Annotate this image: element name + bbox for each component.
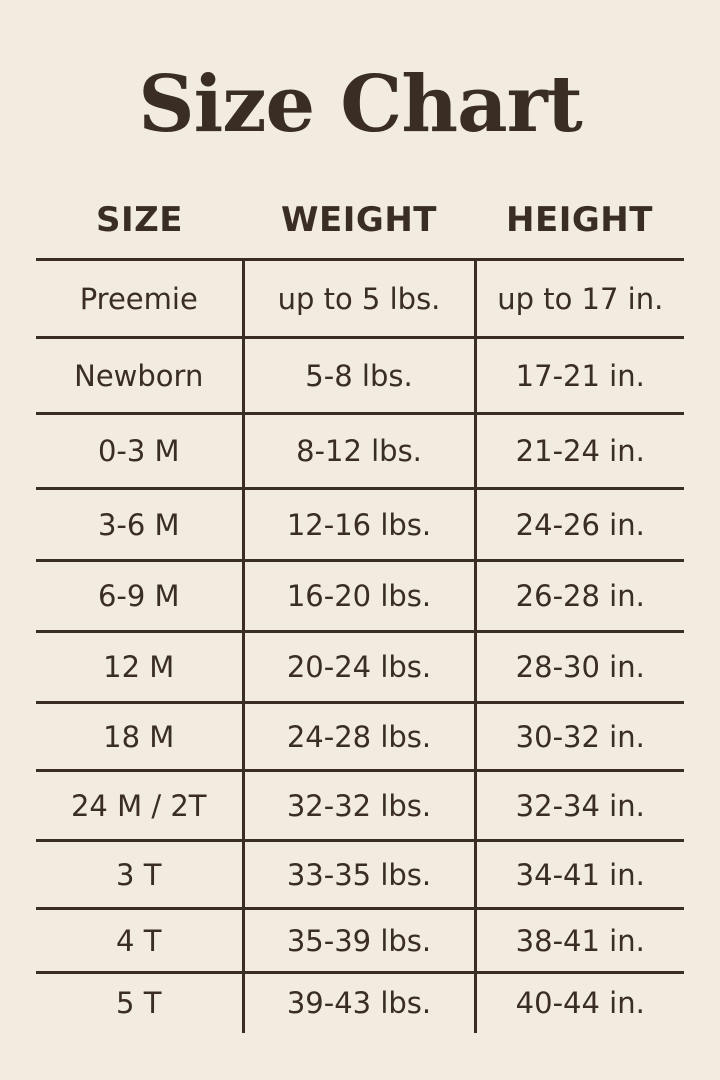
cell-weight: 20-24 lbs. (241, 630, 475, 703)
cell-weight: 32-32 lbs. (241, 769, 475, 841)
cell-height: 32-34 in. (473, 769, 684, 841)
cell-height: up to 17 in. (473, 258, 684, 338)
cell-weight: 16-20 lbs. (241, 559, 475, 632)
size-table: Preemie up to 5 lbs. up to 17 in. Newborn 5-… (36, 258, 684, 1033)
cell-height: 28-30 in. (473, 630, 684, 703)
cell-height: 24-26 in. (473, 487, 684, 561)
cell-weight: up to 5 lbs. (241, 258, 475, 338)
table-row: Newborn 5-8 lbs. 17-21 in. (36, 336, 684, 414)
cell-size: 0-3 M (36, 412, 243, 489)
cell-height: 17-21 in. (473, 336, 684, 414)
cell-size: 3 T (36, 839, 243, 909)
table-row: 12 M 20-24 lbs. 28-30 in. (36, 630, 684, 703)
cell-size: 5 T (36, 971, 243, 1033)
cell-height: 26-28 in. (473, 559, 684, 632)
cell-size: 3-6 M (36, 487, 243, 561)
cell-size: Preemie (36, 258, 243, 338)
page-title: Size Chart (138, 59, 583, 150)
table-row: 5 T 39-43 lbs. 40-44 in. (36, 971, 684, 1033)
header-weight: WEIGHT (281, 200, 437, 240)
cell-weight: 8-12 lbs. (241, 412, 475, 489)
cell-height: 38-41 in. (473, 907, 684, 973)
cell-weight: 24-28 lbs. (241, 701, 475, 771)
cell-height: 21-24 in. (473, 412, 684, 489)
cell-height: 40-44 in. (473, 971, 684, 1033)
column-headers: SIZE WEIGHT HEIGHT (36, 195, 684, 245)
table-row: 3-6 M 12-16 lbs. 24-26 in. (36, 487, 684, 561)
cell-height: 30-32 in. (473, 701, 684, 771)
cell-size: 4 T (36, 907, 243, 973)
table-row: 18 M 24-28 lbs. 30-32 in. (36, 701, 684, 771)
cell-weight: 33-35 lbs. (241, 839, 475, 909)
table-row: 3 T 33-35 lbs. 34-41 in. (36, 839, 684, 909)
table-row: 4 T 35-39 lbs. 38-41 in. (36, 907, 684, 973)
cell-size: 18 M (36, 701, 243, 771)
cell-size: 6-9 M (36, 559, 243, 632)
cell-weight: 5-8 lbs. (241, 336, 475, 414)
table-row: 0-3 M 8-12 lbs. 21-24 in. (36, 412, 684, 489)
header-height: HEIGHT (506, 200, 653, 240)
cell-weight: 39-43 lbs. (241, 971, 475, 1033)
cell-size: Newborn (36, 336, 243, 414)
table-row: 24 M / 2T 32-32 lbs. 32-34 in. (36, 769, 684, 841)
table-row: 6-9 M 16-20 lbs. 26-28 in. (36, 559, 684, 632)
cell-weight: 35-39 lbs. (241, 907, 475, 973)
cell-height: 34-41 in. (473, 839, 684, 909)
cell-size: 12 M (36, 630, 243, 703)
table-row: Preemie up to 5 lbs. up to 17 in. (36, 258, 684, 338)
header-size: SIZE (95, 200, 184, 240)
cell-weight: 12-16 lbs. (241, 487, 475, 561)
cell-size: 24 M / 2T (36, 769, 243, 841)
